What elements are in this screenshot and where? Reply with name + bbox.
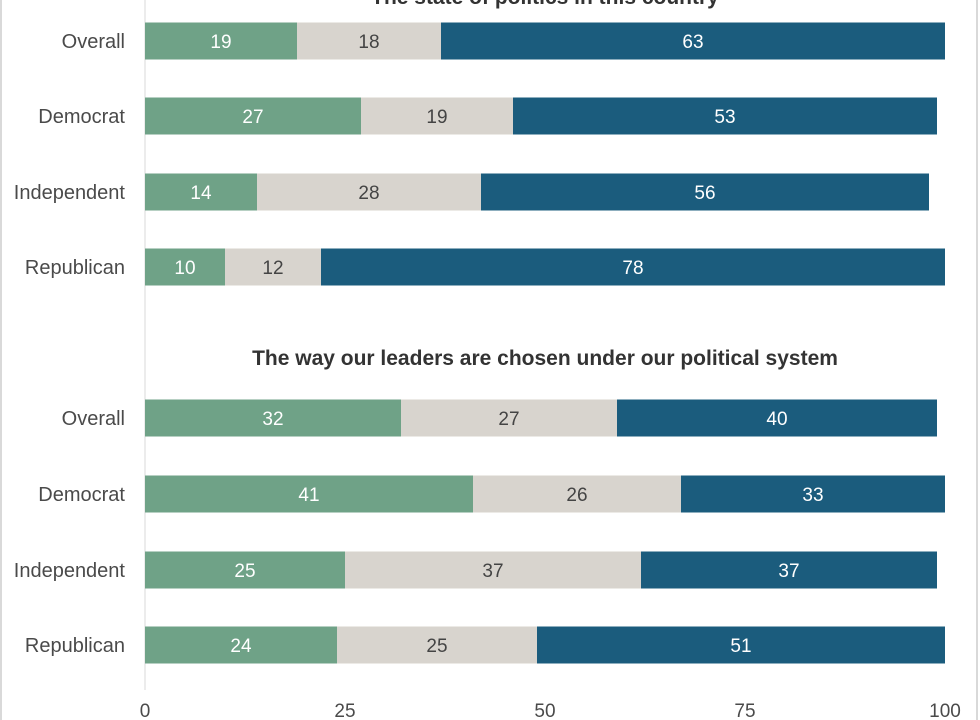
category-label: Republican [25, 257, 125, 279]
bar-segment [145, 399, 401, 437]
bar-segment [473, 475, 681, 513]
category-label: Overall [62, 408, 125, 430]
data-label: 51 [730, 636, 751, 657]
data-label: 56 [694, 183, 715, 204]
category-label: Overall [62, 31, 125, 53]
data-label: 37 [482, 561, 503, 582]
bar-segment [297, 22, 441, 60]
data-label: 25 [234, 561, 255, 582]
bar-segment [321, 248, 945, 286]
data-label: 32 [262, 409, 283, 430]
bar-segment [145, 173, 257, 211]
data-label: 27 [242, 107, 263, 128]
category-label: Democrat [38, 106, 125, 128]
data-label: 26 [566, 485, 587, 506]
data-label: 10 [174, 258, 195, 279]
data-label: 25 [426, 636, 447, 657]
data-label: 28 [358, 183, 379, 204]
bar-segment [617, 399, 937, 437]
bar-segment [145, 551, 345, 589]
data-label: 12 [262, 258, 283, 279]
data-label: 53 [714, 107, 735, 128]
bar-segment [537, 626, 945, 664]
panel-title: The state of politics in this country [371, 0, 719, 9]
chart-panel: The state of politics in this country Ove… [14, 0, 945, 286]
bar-segment [145, 475, 473, 513]
bar-segment [337, 626, 537, 664]
chart-panel: The way our leaders are chosen under our… [14, 347, 945, 664]
x-tick-label: 50 [534, 701, 555, 720]
data-label: 18 [358, 32, 379, 53]
data-label: 33 [802, 485, 823, 506]
bar-segment [401, 399, 617, 437]
bar-segment [145, 22, 297, 60]
bar-segment [345, 551, 641, 589]
data-label: 78 [622, 258, 643, 279]
data-label: 27 [498, 409, 519, 430]
bar-segment [145, 626, 337, 664]
bar-segment [257, 173, 481, 211]
x-tick-label: 100 [929, 701, 961, 720]
x-tick-label: 25 [334, 701, 355, 720]
data-label: 14 [190, 183, 212, 204]
bar-segment [481, 173, 929, 211]
category-label: Republican [25, 635, 125, 657]
data-label: 19 [426, 107, 447, 128]
bar-segment [361, 97, 513, 135]
bar-segment [681, 475, 945, 513]
bar-segment [145, 97, 361, 135]
data-label: 63 [682, 32, 703, 53]
bar-segment [441, 22, 945, 60]
category-label: Independent [14, 560, 126, 582]
data-label: 19 [210, 32, 231, 53]
x-tick-label: 0 [140, 701, 151, 720]
panel-title: The way our leaders are chosen under our… [252, 347, 838, 370]
bar-segment [641, 551, 937, 589]
data-label: 24 [230, 636, 252, 657]
x-tick-label: 75 [734, 701, 755, 720]
data-label: 40 [766, 409, 787, 430]
data-label: 41 [298, 485, 319, 506]
bar-segment [145, 248, 225, 286]
bar-segment [225, 248, 321, 286]
data-label: 37 [778, 561, 799, 582]
bar-segment [513, 97, 937, 135]
category-label: Independent [14, 182, 126, 204]
category-label: Democrat [38, 484, 125, 506]
